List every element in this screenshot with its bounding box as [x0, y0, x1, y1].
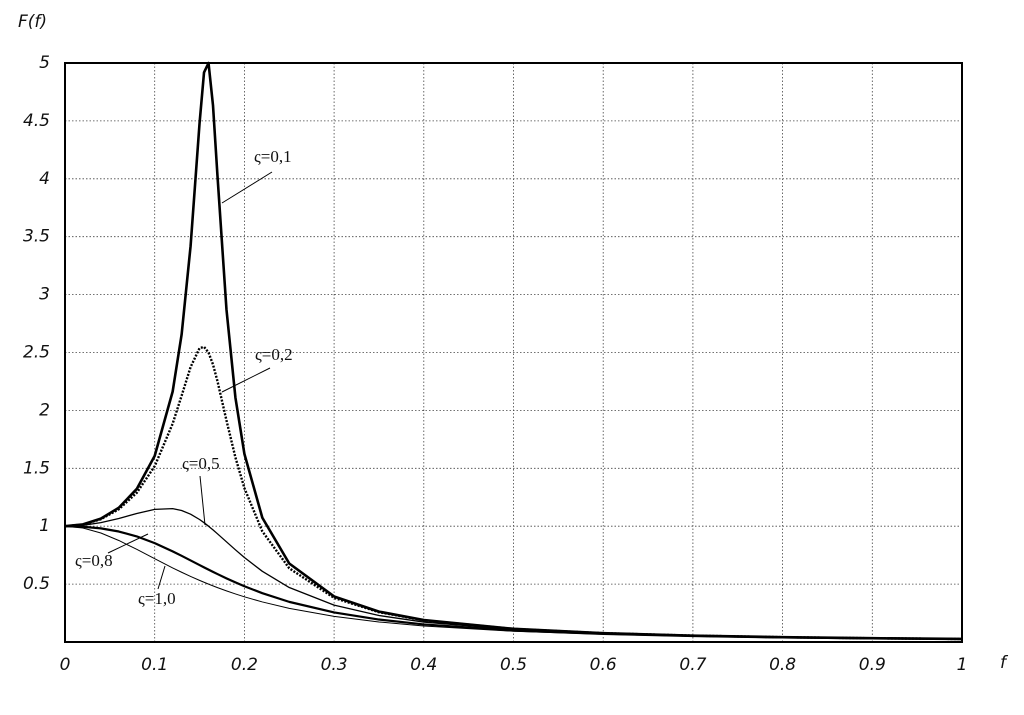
leader-line: [107, 533, 149, 554]
x-tick-label: 0.4: [410, 655, 437, 675]
x-tick-label: 0.8: [769, 655, 796, 675]
y-tick-label: 4: [39, 169, 50, 189]
x-axis-label: f: [1000, 653, 1009, 673]
series-label: ς=0,2: [255, 345, 293, 364]
y-tick-label: 1: [39, 516, 50, 536]
x-tick-label: 0.5: [500, 655, 527, 675]
y-tick-label: 0.5: [23, 574, 50, 594]
leader-line: [221, 171, 273, 204]
x-tick-label: 0.3: [321, 655, 348, 675]
x-tick-label: 0.7: [679, 655, 706, 675]
y-tick-label: 4.5: [23, 111, 50, 131]
leader-line: [157, 565, 166, 590]
y-tick-label: 2: [39, 400, 50, 420]
y-axis-label: F(f): [18, 12, 47, 32]
x-tick-label: 0.6: [590, 655, 617, 675]
y-tick-label: 3.5: [23, 227, 50, 247]
series-label: ς=0,8: [75, 551, 113, 570]
y-tick-label: 1.5: [23, 458, 50, 478]
series-label: ς=0,1: [254, 147, 292, 166]
leader-line: [199, 475, 206, 526]
series-line: [64, 507, 963, 640]
series-label: ς=1,0: [138, 589, 176, 608]
x-tick-label: 1: [957, 655, 968, 675]
plot-frame: [64, 62, 963, 643]
x-tick-label: 0.2: [231, 655, 258, 675]
y-tick-label: 2.5: [23, 343, 50, 363]
x-tick-label: 0: [60, 655, 71, 675]
x-tick-label: 0.9: [859, 655, 886, 675]
series-line: [64, 525, 963, 640]
series-line: [64, 345, 963, 641]
series-line: [64, 525, 963, 641]
y-tick-label: 3: [39, 285, 50, 305]
leader-line: [221, 367, 271, 393]
x-tick-label: 0.1: [141, 655, 168, 675]
series-label: ς=0,5: [182, 454, 220, 473]
y-tick-label: 5: [39, 53, 50, 73]
